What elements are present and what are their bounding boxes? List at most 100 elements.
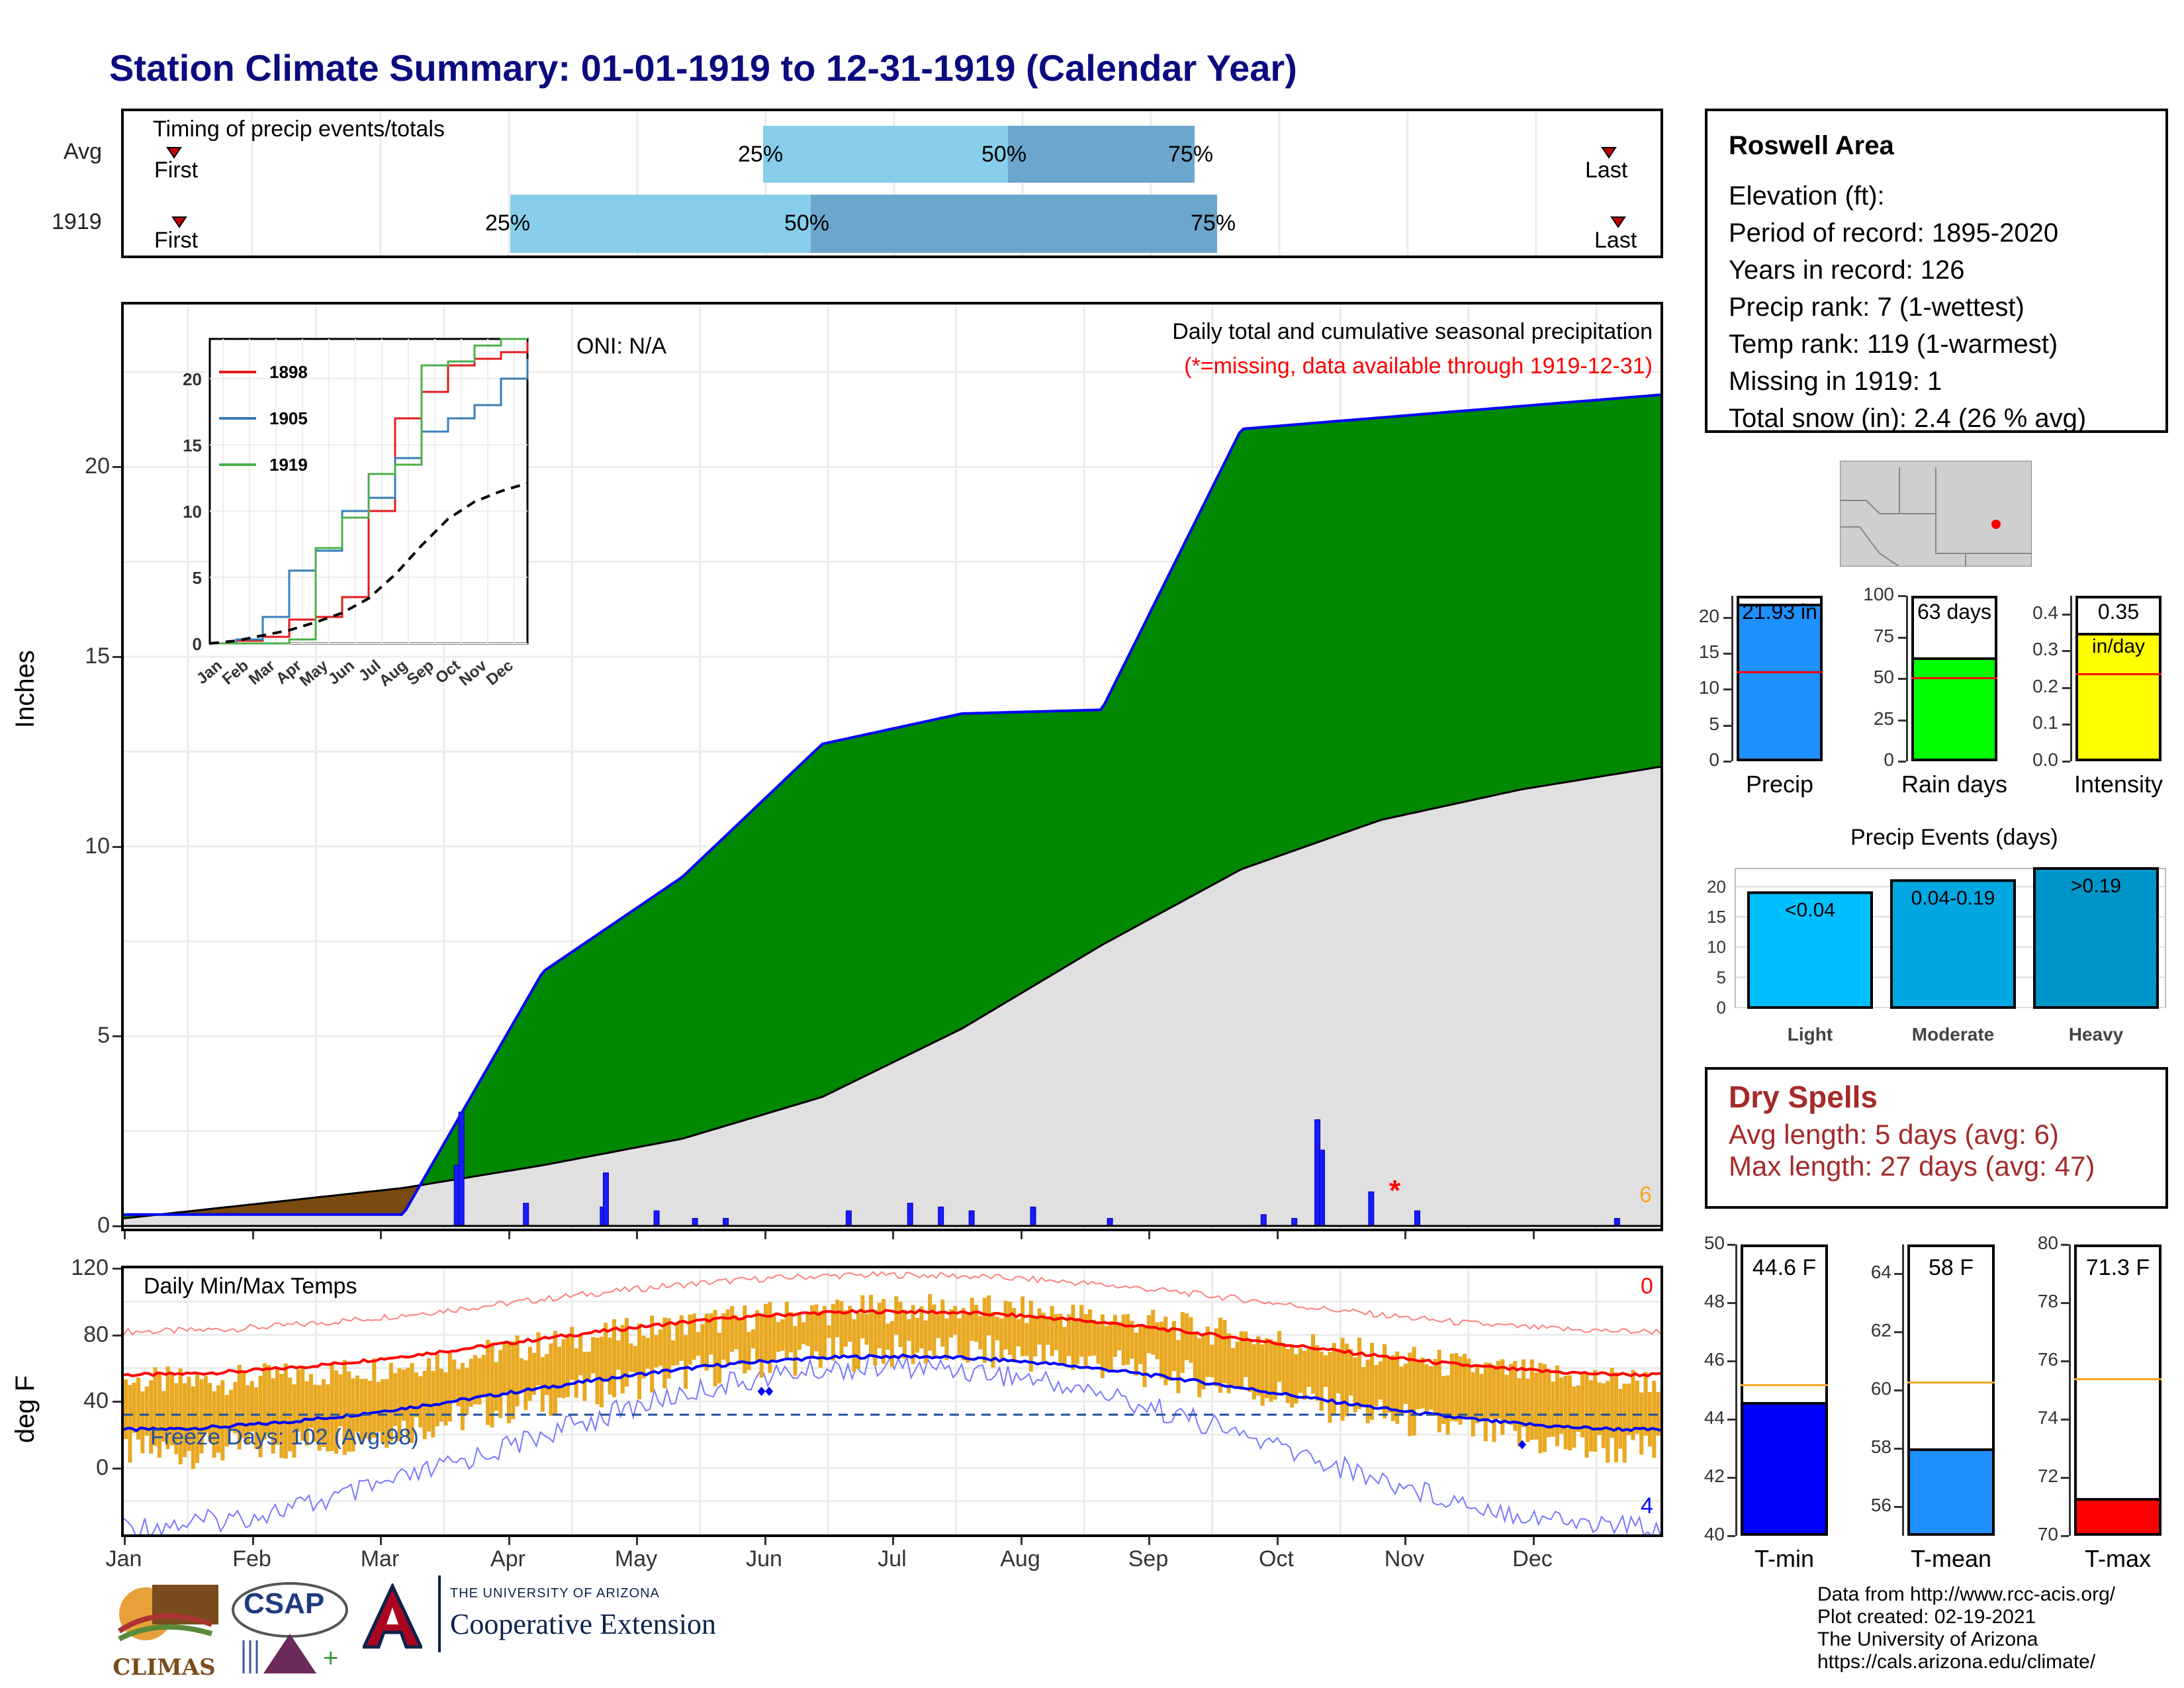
climas-logo: CLIMAS bbox=[106, 1578, 222, 1681]
month-tick-label: Nov bbox=[1384, 1546, 1425, 1571]
daily-temp-bar bbox=[848, 1305, 852, 1342]
daily-temp-bar bbox=[330, 1363, 334, 1451]
daily-temp-bar bbox=[355, 1375, 359, 1432]
tbar-ytick-mark bbox=[1894, 1331, 1902, 1333]
daily-temp-bar bbox=[1256, 1336, 1261, 1396]
daily-temp-bar bbox=[494, 1362, 498, 1411]
inset-xtick-label: Apr bbox=[273, 657, 305, 688]
daily-temp-bar bbox=[540, 1357, 545, 1412]
daily-precip-bar bbox=[968, 1210, 975, 1227]
daily-precip-bar bbox=[907, 1203, 913, 1227]
month-tick-mark bbox=[1020, 1537, 1023, 1545]
events-bar bbox=[1747, 891, 1873, 1009]
events-chart: 0 5 10 15 20 <0.04 Light 0.04-0.19 Moderate >0.19… bbox=[1707, 867, 2166, 1045]
month-tick-label: Feb bbox=[232, 1546, 271, 1571]
daily-temp-bar bbox=[915, 1317, 919, 1353]
avg-p50-label: 50% bbox=[981, 142, 1027, 167]
daily-temp-bar bbox=[784, 1301, 789, 1360]
daily-temp-bar bbox=[734, 1315, 739, 1350]
tbar-ytick-mark bbox=[2061, 1419, 2069, 1421]
year-p25-label: 25% bbox=[485, 211, 531, 236]
daily-temp-bar bbox=[469, 1358, 473, 1407]
mini-ytick-label: 5 bbox=[1709, 713, 1719, 734]
daily-temp-bar bbox=[1185, 1313, 1189, 1360]
daily-temp-bar bbox=[1361, 1367, 1366, 1405]
daily-temp-bar bbox=[1387, 1358, 1391, 1413]
daily-temp-bar bbox=[755, 1310, 760, 1361]
station-missing: Missing in 1919: 1 bbox=[1729, 367, 1942, 396]
daily-temp-bar bbox=[932, 1304, 936, 1356]
tbar-ytick-label: 80 bbox=[2037, 1233, 2058, 1253]
daily-temp-bar bbox=[1517, 1378, 1522, 1447]
daily-temp-bar bbox=[776, 1322, 781, 1352]
daily-temp-bar bbox=[894, 1296, 899, 1335]
month-tick-mark bbox=[251, 1537, 254, 1545]
mini-ytick-mark bbox=[1898, 719, 1906, 722]
daily-temp-bar bbox=[165, 1366, 170, 1450]
daily-temp-bar bbox=[1416, 1362, 1420, 1409]
month-tick-label: Apr bbox=[490, 1546, 525, 1571]
tbar-avg-line bbox=[1907, 1381, 1995, 1383]
temp-ytick-mark bbox=[113, 1334, 121, 1336]
daily-temp-bar bbox=[178, 1368, 183, 1465]
daily-temp-bar bbox=[410, 1363, 414, 1443]
daily-temp-bar bbox=[1509, 1364, 1513, 1425]
daily-temp-bar bbox=[827, 1325, 831, 1338]
month-tick-label: Dec bbox=[1512, 1546, 1553, 1571]
timing-row-year: 1919 bbox=[52, 209, 102, 234]
tbar-ytick-mark bbox=[1727, 1360, 1735, 1362]
daily-temp-bar bbox=[1542, 1364, 1547, 1452]
year-iqr-low bbox=[510, 195, 811, 253]
events-ytick-label: 10 bbox=[1707, 937, 1726, 957]
daily-temp-bar bbox=[1374, 1365, 1379, 1407]
mini-ytick-mark bbox=[1723, 688, 1731, 691]
mini-bar-label: Precip bbox=[1745, 771, 1814, 798]
events-category-label: Moderate bbox=[1912, 1024, 1994, 1045]
mini-ytick-label: 20 bbox=[1698, 605, 1719, 626]
daily-temp-bar bbox=[1024, 1323, 1029, 1356]
daily-temp-bar bbox=[1568, 1375, 1572, 1450]
tbar-label: T-mean bbox=[1910, 1545, 1992, 1572]
events-title: Precip Events (days) bbox=[1850, 825, 2058, 850]
daily-temp-bar bbox=[1563, 1376, 1568, 1450]
daily-temp-bar bbox=[1251, 1344, 1256, 1399]
daily-temp-bar bbox=[1576, 1385, 1580, 1432]
avg-last-label: Last bbox=[1585, 158, 1628, 183]
month-tick-mark bbox=[892, 1537, 894, 1545]
daily-temp-bar bbox=[1134, 1333, 1138, 1376]
daily-temp-bar bbox=[1449, 1354, 1454, 1421]
daily-temp-bar bbox=[439, 1368, 444, 1422]
tbar-ytick-label: 62 bbox=[1870, 1320, 1891, 1340]
daily-temp-bar bbox=[957, 1318, 962, 1355]
inset-ytick-label: 5 bbox=[193, 568, 202, 588]
daily-temp-bar bbox=[1172, 1321, 1176, 1372]
daily-temp-bar bbox=[1635, 1380, 1639, 1434]
daily-temp-bar bbox=[1408, 1352, 1412, 1436]
tbar-fill bbox=[1741, 1401, 1828, 1536]
daily-temp-bar bbox=[456, 1369, 461, 1407]
daily-temp-bar bbox=[1180, 1312, 1185, 1374]
daily-temp-bar bbox=[1588, 1380, 1593, 1452]
daily-temp-bar bbox=[1547, 1368, 1551, 1438]
daily-temp-bar bbox=[616, 1340, 621, 1370]
daily-temp-bar bbox=[970, 1297, 974, 1341]
daily-bars bbox=[453, 1111, 1620, 1227]
year-cumulative-line bbox=[124, 393, 1661, 1216]
daily-temp-bar bbox=[1383, 1344, 1387, 1419]
climas-text: CLIMAS bbox=[113, 1654, 216, 1681]
daily-temp-bar bbox=[1058, 1313, 1063, 1363]
daily-temp-bar bbox=[633, 1346, 637, 1373]
daily-temp-bar bbox=[1365, 1360, 1370, 1424]
daily-temp-bar bbox=[1580, 1373, 1585, 1438]
daily-temp-bar bbox=[1395, 1351, 1400, 1425]
daily-temp-bar bbox=[823, 1306, 827, 1360]
mini-ytick-label: 100 bbox=[1863, 584, 1894, 604]
mini-ytick-label: 0.4 bbox=[2032, 602, 2058, 623]
daily-temp-bar bbox=[1028, 1300, 1033, 1372]
daily-temp-bar bbox=[637, 1323, 642, 1399]
daily-temp-bar bbox=[170, 1372, 174, 1446]
daily-temp-bar bbox=[385, 1379, 389, 1448]
oni-label: ONI: N/A bbox=[576, 334, 667, 359]
tbar-fill bbox=[1907, 1448, 1995, 1536]
daily-temp-bar bbox=[864, 1313, 869, 1345]
